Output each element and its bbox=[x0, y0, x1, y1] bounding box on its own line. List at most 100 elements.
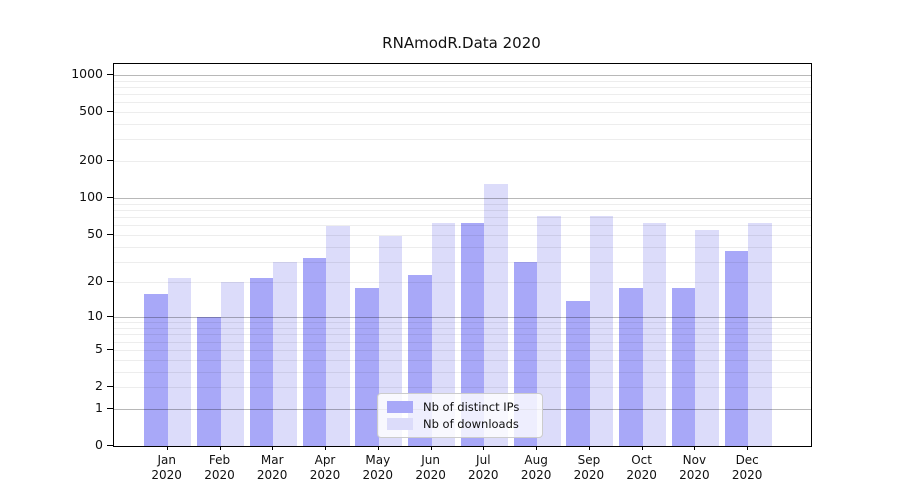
x-tick-label-oct-2020: Oct 2020 bbox=[626, 453, 657, 482]
gridline-50 bbox=[114, 234, 811, 236]
y-tick-label-200: 200 bbox=[79, 152, 103, 168]
gridline-60 bbox=[114, 225, 811, 227]
legend: Nb of distinct IPs Nb of downloads bbox=[377, 393, 543, 438]
y-tick-500 bbox=[107, 111, 113, 112]
gridline-80 bbox=[114, 209, 811, 211]
y-tick-label-1: 1 bbox=[95, 399, 103, 415]
gridline-3 bbox=[114, 371, 811, 373]
x-tick-label-may-2020: May 2020 bbox=[362, 453, 394, 482]
x-tick-oct-2020 bbox=[641, 446, 643, 450]
gridline-40 bbox=[114, 246, 811, 248]
gridline-7 bbox=[114, 334, 811, 336]
legend-label: Nb of distinct IPs bbox=[423, 400, 520, 414]
y-tick-20 bbox=[107, 281, 113, 283]
gridline-900 bbox=[114, 80, 811, 82]
gridline-800 bbox=[114, 86, 811, 88]
x-tick-label-jun-2020: Jun 2020 bbox=[415, 453, 446, 482]
legend-item-downloads: Nb of downloads bbox=[387, 417, 533, 431]
y-tick-label-50: 50 bbox=[87, 225, 103, 241]
bar-downloads-apr-2020 bbox=[326, 226, 350, 446]
gridline-600 bbox=[114, 102, 811, 104]
gridline-70 bbox=[114, 217, 811, 218]
gridline-200 bbox=[114, 161, 811, 163]
x-tick-label-apr-2020: Apr 2020 bbox=[309, 453, 341, 482]
x-tick-label-jul-2020: Jul 2020 bbox=[468, 453, 499, 482]
x-tick-nov-2020 bbox=[694, 446, 696, 450]
gridline-9 bbox=[114, 322, 811, 324]
y-tick-label-100: 100 bbox=[79, 189, 103, 205]
bar-downloads-oct-2020 bbox=[642, 223, 667, 446]
bar-distinct-ips-nov-2020 bbox=[671, 287, 696, 446]
bar-distinct-ips-mar-2020 bbox=[249, 277, 274, 446]
y-tick-label-20: 20 bbox=[87, 273, 103, 289]
gridline-5 bbox=[114, 349, 811, 351]
y-tick-10 bbox=[107, 316, 113, 318]
x-tick-mar-2020 bbox=[272, 446, 274, 450]
x-tick-may-2020 bbox=[377, 446, 379, 450]
y-tick-50 bbox=[107, 233, 113, 235]
y-tick-label-500: 500 bbox=[79, 103, 103, 118]
x-tick-jan-2020 bbox=[166, 446, 168, 450]
bar-downloads-nov-2020 bbox=[695, 229, 719, 446]
x-tick-label-aug-2020: Aug 2020 bbox=[520, 453, 552, 482]
x-tick-label-nov-2020: Nov 2020 bbox=[679, 453, 710, 482]
x-tick-label-jan-2020: Jan 2020 bbox=[151, 453, 182, 482]
legend-swatch-distinct-ips bbox=[387, 401, 413, 413]
gridline-10 bbox=[114, 317, 811, 319]
y-tick-5 bbox=[107, 348, 113, 350]
x-tick-aug-2020 bbox=[536, 446, 538, 450]
gridline-8 bbox=[114, 328, 811, 329]
legend-swatch-downloads bbox=[387, 418, 413, 430]
gridline-700 bbox=[114, 94, 811, 95]
x-tick-label-dec-2020: Dec 2020 bbox=[731, 453, 763, 482]
bar-downloads-jun-2020 bbox=[431, 222, 456, 446]
x-tick-feb-2020 bbox=[219, 446, 221, 450]
y-tick-1 bbox=[107, 407, 113, 409]
bar-downloads-dec-2020 bbox=[748, 222, 772, 446]
gridline-100 bbox=[114, 198, 811, 200]
y-tick-label-1000: 1000 bbox=[71, 65, 103, 81]
gridline-90 bbox=[114, 203, 811, 205]
y-tick-100 bbox=[107, 197, 113, 199]
gridline-30 bbox=[114, 261, 811, 263]
y-tick-2 bbox=[107, 386, 113, 387]
gridline-20 bbox=[114, 282, 811, 284]
gridline-6 bbox=[114, 341, 811, 343]
bar-distinct-ips-apr-2020 bbox=[302, 258, 326, 446]
bar-distinct-ips-oct-2020 bbox=[619, 287, 643, 446]
gridline-4 bbox=[114, 359, 811, 361]
y-tick-label-2: 2 bbox=[95, 378, 103, 393]
x-tick-label-feb-2020: Feb 2020 bbox=[204, 453, 235, 482]
bar-downloads-feb-2020 bbox=[220, 282, 244, 446]
x-tick-jun-2020 bbox=[430, 446, 432, 450]
chart-title: RNAmodR.Data 2020 bbox=[382, 34, 541, 52]
bar-distinct-ips-jul-2020 bbox=[460, 223, 485, 446]
bar-distinct-ips-may-2020 bbox=[355, 287, 379, 446]
legend-item-distinct-ips: Nb of distinct IPs bbox=[387, 400, 533, 414]
x-tick-jul-2020 bbox=[483, 446, 485, 450]
y-tick-200 bbox=[107, 160, 113, 162]
gridline-400 bbox=[114, 124, 811, 125]
y-tick-1000 bbox=[107, 73, 113, 75]
y-tick-label-0: 0 bbox=[95, 437, 103, 452]
y-tick-label-5: 5 bbox=[95, 340, 103, 356]
legend-label: Nb of downloads bbox=[423, 417, 519, 431]
y-tick-label-10: 10 bbox=[87, 308, 103, 324]
x-tick-sep-2020 bbox=[588, 446, 590, 450]
y-tick-0 bbox=[107, 445, 113, 446]
x-tick-apr-2020 bbox=[325, 446, 326, 450]
bar-downloads-aug-2020 bbox=[537, 215, 561, 446]
bar-distinct-ips-feb-2020 bbox=[197, 317, 221, 446]
plot-area bbox=[113, 63, 812, 447]
gridline-1000 bbox=[114, 74, 811, 76]
gridline-500 bbox=[114, 112, 811, 113]
bar-distinct-ips-sep-2020 bbox=[566, 300, 590, 446]
bar-distinct-ips-dec-2020 bbox=[724, 250, 749, 446]
bar-downloads-jan-2020 bbox=[167, 277, 192, 446]
x-tick-label-sep-2020: Sep 2020 bbox=[573, 453, 605, 482]
x-tick-label-mar-2020: Mar 2020 bbox=[256, 453, 288, 482]
bar-downloads-mar-2020 bbox=[273, 261, 297, 446]
bar-distinct-ips-jan-2020 bbox=[144, 293, 168, 446]
gridline-300 bbox=[114, 139, 811, 141]
